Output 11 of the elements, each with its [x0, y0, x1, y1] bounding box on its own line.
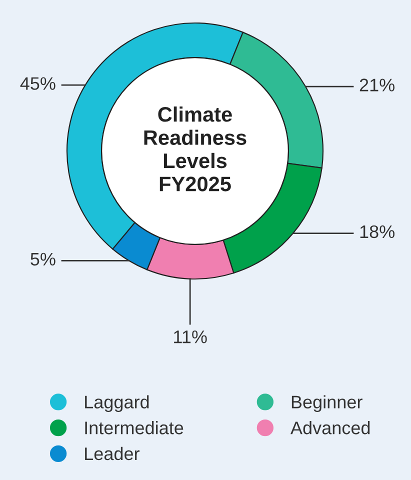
- text: Climate Readiness Levels FY2025: [144, 106, 246, 192]
- data-label: 45%: [20, 77, 56, 90]
- legend-label: Laggard: [85, 395, 149, 412]
- data-label: 18%: [360, 225, 394, 238]
- legend-label: Advanced: [290, 421, 370, 434]
- data-label: 5%: [30, 252, 56, 266]
- legend-label: Leader: [85, 446, 140, 460]
- legend-label: Intermediate: [85, 421, 184, 434]
- legend-label: Beginner: [292, 395, 362, 412]
- data-label: 11%: [174, 330, 207, 344]
- data-label: 21%: [360, 78, 394, 92]
